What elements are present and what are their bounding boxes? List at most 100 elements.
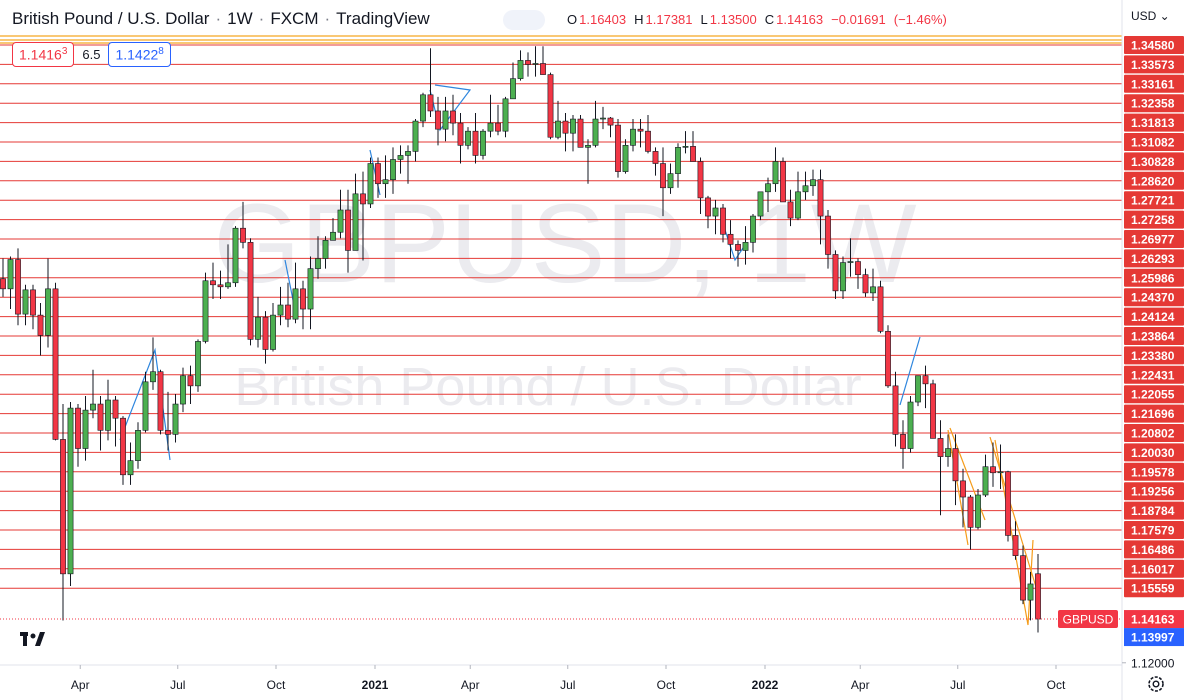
candle-body [345, 209, 351, 251]
value: 1.13500 [709, 12, 757, 27]
candle-body [157, 371, 164, 431]
last-price-box [1124, 610, 1184, 629]
candle-body [997, 471, 1004, 474]
candle-body [262, 316, 269, 350]
label: L [700, 12, 708, 27]
currency-select[interactable]: USD ⌄ [1131, 9, 1170, 23]
spread: 6.5 [82, 46, 101, 62]
candle-body [30, 289, 36, 316]
candle-body [735, 244, 741, 251]
level-label: 1.19256 [1131, 485, 1175, 499]
sell-pip[interactable]: 3 [61, 46, 68, 57]
level-label-box [1124, 171, 1184, 190]
level-label-box [1124, 94, 1184, 113]
candle-body [607, 117, 614, 126]
candle-body [442, 110, 449, 130]
gear-icon[interactable] [1152, 680, 1160, 688]
toggle[interactable] [503, 10, 545, 30]
level-label: 1.32358 [1131, 97, 1175, 111]
candle-body [472, 130, 479, 156]
candle-body [892, 385, 899, 435]
x-tick-label: Jul [560, 678, 575, 692]
level-label-box [1124, 559, 1184, 578]
candle-body [420, 94, 426, 122]
level-label: 1.15559 [1131, 582, 1175, 596]
candle-body [517, 60, 524, 79]
candle-body [682, 146, 689, 148]
level-label-box [1124, 74, 1184, 93]
interval[interactable]: 1W [227, 9, 253, 28]
candle-body [870, 286, 876, 294]
candle-body [960, 480, 966, 498]
level-label-box [1124, 249, 1184, 268]
candle-body [510, 78, 516, 100]
x-tick-label: Jul [950, 678, 965, 692]
candle-body [367, 163, 374, 205]
candle-body [585, 145, 591, 148]
candle-body [660, 163, 666, 189]
level-label: 1.22055 [1131, 388, 1175, 402]
candle-body [690, 146, 696, 162]
candle-body [225, 282, 231, 288]
candle-body [727, 233, 734, 245]
candle-body [855, 261, 861, 275]
candle-body [315, 258, 321, 269]
level-label: 1.20030 [1131, 446, 1175, 460]
currency[interactable]: USD [1131, 9, 1157, 23]
symbol-box [1058, 610, 1118, 629]
candle-body [172, 403, 179, 435]
candle-body [1005, 471, 1011, 536]
symbol[interactable]: British Pound / U.S. Dollar [12, 9, 210, 28]
candle-body [45, 288, 51, 336]
candle-body [390, 159, 396, 180]
x-tick-label: 2021 [362, 678, 389, 692]
candle-body [15, 259, 21, 315]
candle-body [97, 403, 104, 431]
gear-icon[interactable] [1148, 676, 1164, 692]
candle-body [112, 399, 119, 419]
axes: 1.34580 1.33573 1.33161 1.32358 1.31813 1.310… [71, 36, 1184, 692]
candle-body [547, 74, 554, 138]
candle-body [165, 430, 171, 435]
candle-body [375, 163, 381, 185]
candle-body [382, 179, 389, 185]
symbol-label: GBPUSD [1063, 613, 1114, 627]
settings-button[interactable] [1148, 676, 1164, 692]
candle-body [952, 448, 959, 482]
candle-body [307, 268, 314, 310]
candle-body [697, 161, 704, 199]
candle-body [142, 381, 149, 431]
sell-button[interactable]: 1.14163 [12, 42, 75, 67]
candle-body [937, 438, 944, 457]
candle-body [465, 130, 471, 146]
level-label-box [1124, 346, 1184, 365]
candle-body [990, 466, 996, 474]
level-label-box [1124, 501, 1184, 520]
x-tick-label: Oct [657, 678, 676, 692]
candle-body [757, 191, 764, 217]
candle-body [435, 110, 441, 130]
drawing-line [119, 347, 171, 461]
candle-body [135, 430, 141, 461]
buy-pip[interactable]: 8 [158, 46, 164, 57]
candle-body [525, 60, 531, 65]
watermark: GBPUSD, 1W British Pound / U.S. Dollar [213, 181, 917, 417]
level-label-box [1124, 462, 1184, 481]
level-label-box [1124, 288, 1184, 307]
candle-body [832, 254, 839, 292]
quote-panel: 1.14163 6.5 1.14228 [12, 42, 171, 67]
level-label: 1.17579 [1131, 524, 1175, 538]
candle-body [1012, 535, 1019, 556]
candle-body [82, 409, 89, 449]
candle-body [765, 183, 771, 193]
buy-button[interactable]: 1.14228 [108, 42, 171, 67]
candle-body [337, 209, 344, 233]
candle-body [127, 460, 134, 476]
level-label: 1.31082 [1131, 136, 1175, 150]
level-label: 1.16017 [1131, 562, 1175, 576]
candle-body [885, 330, 891, 387]
candle-body [60, 439, 66, 575]
sell-price[interactable]: 1.1416 [19, 46, 62, 63]
level-label-box [1124, 424, 1184, 442]
buy-price[interactable]: 1.1422 [115, 46, 159, 63]
